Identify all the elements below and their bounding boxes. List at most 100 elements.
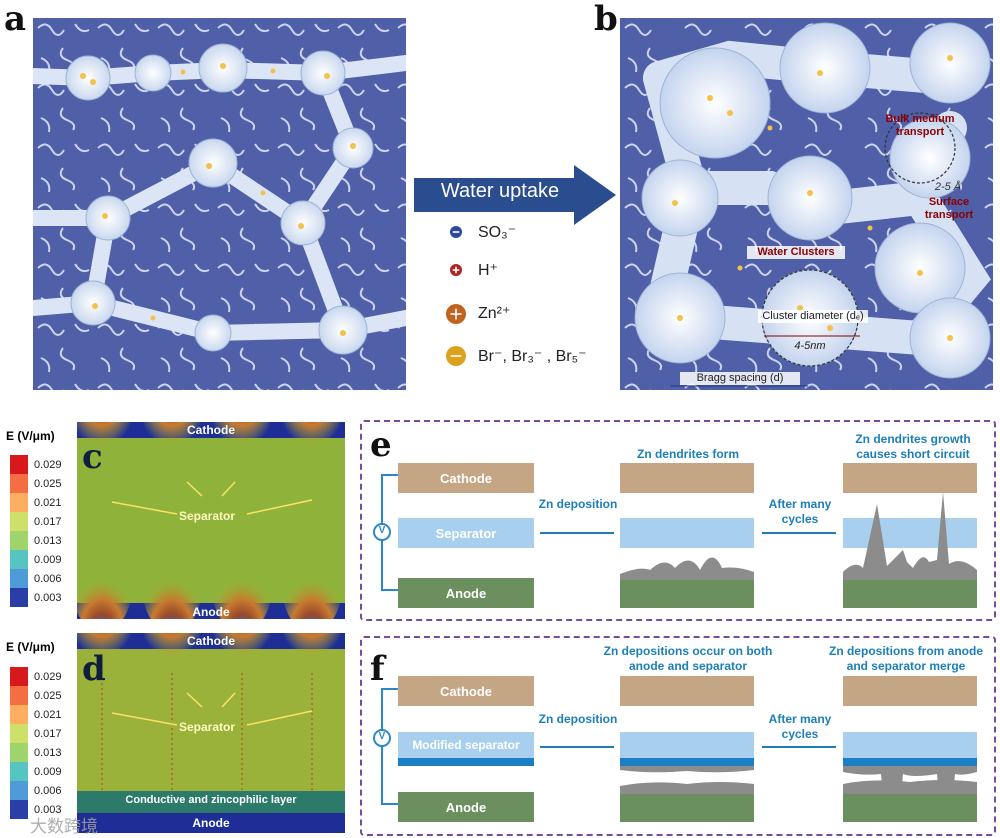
legend-c-swatch-7 [10, 588, 28, 607]
legend-d-swatch-0 [10, 667, 28, 686]
legend-d-swatch-5 [10, 762, 28, 781]
panel-a-ionomer-network [25, 18, 414, 390]
dendrites-large-e [843, 492, 977, 580]
step-line-2e [762, 532, 836, 534]
water-clusters-label: Water Clusters [747, 246, 845, 259]
separator-bar-f: Modified separator [398, 732, 534, 758]
zincophilic-layer-f [398, 758, 534, 766]
anode-label-d: Anode [192, 816, 230, 830]
anode-bar-e2 [620, 578, 754, 608]
panel-f-frame [360, 636, 996, 836]
separator-bar-f3 [843, 732, 977, 758]
zincophilic-layer-f3 [843, 758, 977, 766]
separator-bar-e: Separator [398, 518, 534, 548]
cluster-diameter-label: Cluster diameter (dₑ) [758, 310, 868, 323]
legend-c-swatch-0 [10, 455, 28, 474]
anode-bar-f2 [620, 792, 754, 822]
color-legend-d: 0.029 0.025 0.021 0.017 0.013 0.009 0.006 0.003 [10, 667, 70, 827]
zincophilic-layer-f2 [620, 758, 754, 766]
legend-c-swatch-4 [10, 531, 28, 550]
panel-e-frame [360, 420, 996, 621]
legend-c-tick-2: 0.021 [34, 497, 62, 509]
caption-short-circuit: Zn dendrites growth causes short circuit [855, 432, 971, 461]
size-2-5a-label: 2-5 Å [934, 181, 962, 193]
legend-d-tick-7: 0.003 [34, 804, 62, 816]
cluster-size-label: 4-5nm [794, 340, 826, 352]
legend-c-swatch-6 [10, 569, 28, 588]
legend-d-tick-3: 0.017 [34, 728, 62, 740]
legend-c-tick-3: 0.017 [34, 516, 62, 528]
anode-bar-e3 [843, 578, 977, 608]
dendrites-small-e [620, 557, 754, 580]
legend-c-tick-7: 0.003 [34, 592, 62, 604]
legend-c-swatch-2 [10, 493, 28, 512]
water-uptake-arrow [414, 165, 616, 225]
panel-label-b: b [594, 0, 618, 39]
caption-deposit-both: Zn depositions occur on both anode and s… [603, 644, 773, 673]
legend-d-tick-1: 0.025 [34, 690, 62, 702]
cathode-bar-e3 [843, 463, 977, 493]
legend-d-swatch-6 [10, 781, 28, 800]
legend-d-tick-5: 0.009 [34, 766, 62, 778]
panel-label-f: f [370, 649, 385, 689]
legend-d-swatch-1 [10, 686, 28, 705]
cathode-label-c: Cathode [187, 423, 235, 437]
separator-label-c: Separator [179, 509, 236, 523]
legend-d-tick-6: 0.006 [34, 785, 62, 797]
cathode-bar-e2 [620, 463, 754, 493]
water-uptake-label: Water uptake [440, 180, 560, 202]
panel-b-swollen-network: Bulk medium transport 2-5 Å Surface tran… [620, 18, 993, 390]
panel-label-c: c [82, 437, 103, 477]
voltage-source-e: V [378, 525, 386, 536]
watermark: 大数跨境 [30, 817, 98, 836]
legend-d-tick-2: 0.021 [34, 709, 62, 721]
ion-label-h: H⁺ [478, 262, 498, 279]
legend-d-swatch-4 [10, 743, 28, 762]
legend-c-tick-5: 0.009 [34, 554, 62, 566]
legend-c-tick-1: 0.025 [34, 478, 62, 490]
zn-deposition-both-f [620, 766, 754, 794]
surface-transport-label: Surface transport [924, 196, 974, 221]
step-zn-deposition-e: Zn deposition [538, 497, 618, 511]
anode-bar-f: Anode [398, 792, 534, 822]
legend-c-swatch-5 [10, 550, 28, 569]
legend-c-tick-0: 0.029 [34, 459, 62, 471]
ion-label-br: Br⁻, Br₃⁻ , Br₅⁻ [478, 348, 587, 365]
step-zn-deposition-f: Zn deposition [538, 712, 618, 726]
caption-deposit-merge: Zn depositions from anode and separator … [828, 644, 983, 673]
anode-label-c: Anode [192, 605, 230, 619]
legend-title-c: E (V/μm) [6, 429, 55, 443]
cathode-bar-e: Cathode [398, 463, 534, 493]
step-line-1e [540, 532, 614, 534]
step-after-cycles-f: After many cycles [768, 712, 832, 741]
legend-d-tick-4: 0.013 [34, 747, 62, 759]
voltage-source-f: V [378, 731, 386, 742]
separator-bar-e3 [843, 518, 977, 548]
step-line-1f [540, 746, 614, 748]
legend-c-swatch-3 [10, 512, 28, 531]
circuit-wire-f [373, 688, 398, 805]
panel-c-field-map: Cathode Anode Separator [72, 393, 345, 632]
anode-bar-e: Anode [398, 578, 534, 608]
step-line-2f [762, 746, 836, 748]
separator-label-d: Separator [179, 720, 236, 734]
cathode-bar-f: Cathode [398, 676, 534, 706]
ion-label-zn: Zn²⁺ [478, 305, 511, 322]
panel-d-field-map: Cathode Conductive and zincophilic layer… [72, 604, 345, 833]
zn-deposition-merge-f [843, 766, 977, 794]
bulk-transport-label: Bulk medium transport [885, 113, 955, 138]
legend-c-tick-6: 0.006 [34, 573, 62, 585]
legend-c-swatch-1 [10, 474, 28, 493]
conductive-layer-label: Conductive and zincophilic layer [125, 794, 297, 806]
legend-c-tick-4: 0.013 [34, 535, 62, 547]
legend-d-swatch-7 [10, 800, 28, 819]
separator-bar-f2 [620, 732, 754, 758]
legend-d-tick-0: 0.029 [34, 671, 62, 683]
separator-bar-e2 [620, 518, 754, 548]
bragg-spacing-label: Bragg spacing (d) [680, 372, 800, 385]
cathode-bar-f2 [620, 676, 754, 706]
caption-dendrites-form: Zn dendrites form [636, 447, 739, 461]
panel-label-d: d [82, 649, 106, 689]
cathode-label-d: Cathode [187, 634, 235, 648]
step-after-cycles-e: After many cycles [768, 497, 832, 526]
